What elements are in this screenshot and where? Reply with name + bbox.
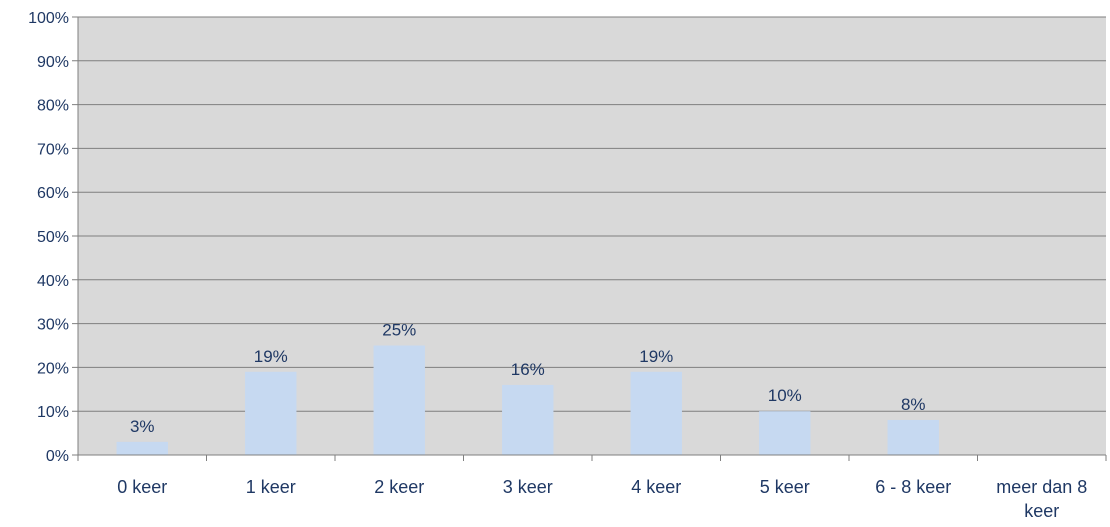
data-label-1: 19% bbox=[254, 347, 288, 366]
data-label-3: 16% bbox=[511, 360, 545, 379]
bar-6 bbox=[887, 419, 939, 455]
y-tick-label: 100% bbox=[28, 10, 69, 27]
y-tick-label: 30% bbox=[37, 317, 69, 334]
x-tick-label-line: 3 keer bbox=[503, 477, 553, 497]
data-label-5: 10% bbox=[768, 386, 802, 405]
bar-0 bbox=[116, 441, 168, 455]
gridlines bbox=[72, 16, 1106, 456]
data-label-2: 25% bbox=[382, 321, 416, 340]
x-tick-label-2: 2 keer bbox=[374, 477, 424, 497]
x-tick-label-line: 4 keer bbox=[631, 477, 681, 497]
x-tick-label-5: 5 keer bbox=[760, 477, 810, 497]
bar-5 bbox=[759, 411, 811, 455]
x-tick-label-line: meer dan 8 bbox=[996, 477, 1087, 497]
x-tick-label-6: 6 - 8 keer bbox=[875, 477, 951, 497]
data-label-6: 8% bbox=[901, 395, 926, 414]
y-tick-label: 80% bbox=[37, 98, 69, 115]
bars bbox=[116, 345, 939, 455]
x-tick-label-7: meer dan 8 keer bbox=[996, 477, 1087, 521]
x-tick-label-line: 0 keer bbox=[117, 477, 167, 497]
x-tick-label-line: 1 keer bbox=[246, 477, 296, 497]
y-tick-label: 90% bbox=[37, 54, 69, 71]
x-tick-label-1: 1 keer bbox=[246, 477, 296, 497]
bar-1 bbox=[245, 371, 297, 455]
y-tick-label: 60% bbox=[37, 185, 69, 202]
data-labels: 3% 19% 25% 16% 19% 10% 8% bbox=[130, 321, 926, 436]
y-tick-label: 10% bbox=[37, 404, 69, 421]
data-label-0: 3% bbox=[130, 417, 155, 436]
x-tick-label-line: 2 keer bbox=[374, 477, 424, 497]
bar-4 bbox=[630, 371, 682, 455]
y-tick-label: 20% bbox=[37, 360, 69, 377]
x-tick-label-line: 6 - 8 keer bbox=[875, 477, 951, 497]
bar-3 bbox=[502, 384, 554, 455]
y-tick-label: 40% bbox=[37, 273, 69, 290]
x-tick-label-line: 5 keer bbox=[760, 477, 810, 497]
x-tick-label-4: 4 keer bbox=[631, 477, 681, 497]
y-tick-label: 50% bbox=[37, 229, 69, 246]
y-tick-label: 70% bbox=[37, 141, 69, 158]
x-tick-label-line: keer bbox=[1024, 501, 1059, 521]
x-tick-label-3: 3 keer bbox=[503, 477, 553, 497]
data-label-4: 19% bbox=[639, 347, 673, 366]
x-tick-label-0: 0 keer bbox=[117, 477, 167, 497]
bar-2 bbox=[373, 345, 425, 455]
y-tick-label: 0% bbox=[46, 448, 69, 465]
axes: 0% 10% 20% 30% 40% 50% 60% 70% 80% 90% 100% 0 keer 1… bbox=[28, 10, 1107, 521]
